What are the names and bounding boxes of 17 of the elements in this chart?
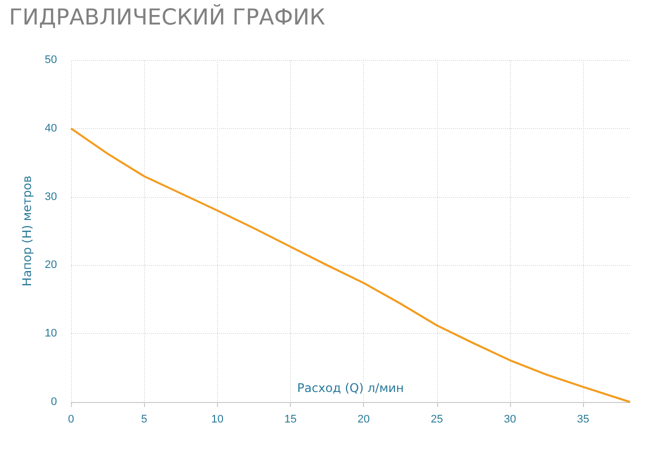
x-tick-label: 10	[211, 414, 224, 426]
y-tick-label: 30	[44, 190, 57, 203]
x-tick-label: 20	[358, 414, 370, 426]
x-tick-label: 35	[577, 414, 590, 426]
x-tick-label: 30	[504, 414, 516, 426]
x-tick-label: 25	[430, 414, 443, 426]
x-tick-label: 0	[68, 414, 74, 426]
y-axis-title: Напор (H) метров	[20, 176, 34, 286]
y-tick-label: 0	[50, 396, 57, 408]
x-tick-label: 15	[284, 414, 297, 426]
y-tick-label: 50	[44, 54, 57, 66]
y-tick-label: 20	[44, 259, 57, 272]
y-tick-label: 10	[44, 328, 57, 340]
chart-title: ГИДРАВЛИЧЕСКИЙ ГРАФИК	[9, 4, 326, 30]
x-tick-label: 5	[141, 414, 148, 426]
y-tick-label: 40	[44, 122, 57, 134]
x-axis-title: Расход (Q) л/мин	[297, 381, 404, 395]
